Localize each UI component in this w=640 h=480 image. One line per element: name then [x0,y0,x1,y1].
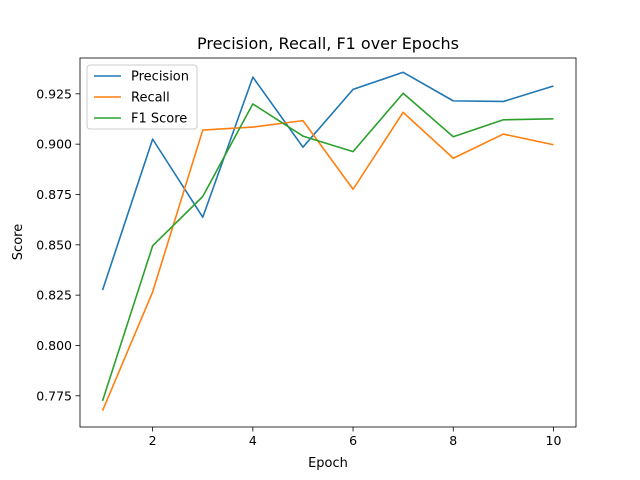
y-tick-label-0: 0.775 [36,388,72,403]
y-axis-label: Score [11,224,26,260]
x-tick-label-10: 10 [546,433,562,448]
axes-frame [79,57,577,428]
y-tick-label-1: 0.800 [36,338,72,353]
y-tick-label-2: 0.825 [36,288,72,303]
x-tick-label-2: 2 [149,433,157,448]
series-line-precision [101,71,554,291]
legend-label-recall: Recall [131,91,170,106]
x-tick-label-4: 4 [249,433,257,448]
x-tick-label-6: 6 [349,433,357,448]
y-tick-label-3: 0.850 [36,237,72,252]
x-axis-label: Epoch [308,456,348,471]
legend: Precision Recall F1 Score [86,64,198,130]
series-line-f1-score [101,92,554,402]
y-tick-label-6: 0.925 [36,86,72,101]
y-tick-label-5: 0.900 [36,137,72,152]
plot-area: 2 4 6 8 10 0.775 0.800 0.825 0.850 0.875 0.900 0.92… [36,57,577,448]
legend-label-f1-score: F1 Score [131,112,187,127]
y-tick-label-4: 0.875 [36,187,72,202]
x-tick-label-8: 8 [449,433,457,448]
legend-label-precision: Precision [131,70,189,85]
legend-box [86,64,198,130]
series-line-recall [101,111,554,412]
chart-title: Precision, Recall, F1 over Epochs [197,34,459,53]
